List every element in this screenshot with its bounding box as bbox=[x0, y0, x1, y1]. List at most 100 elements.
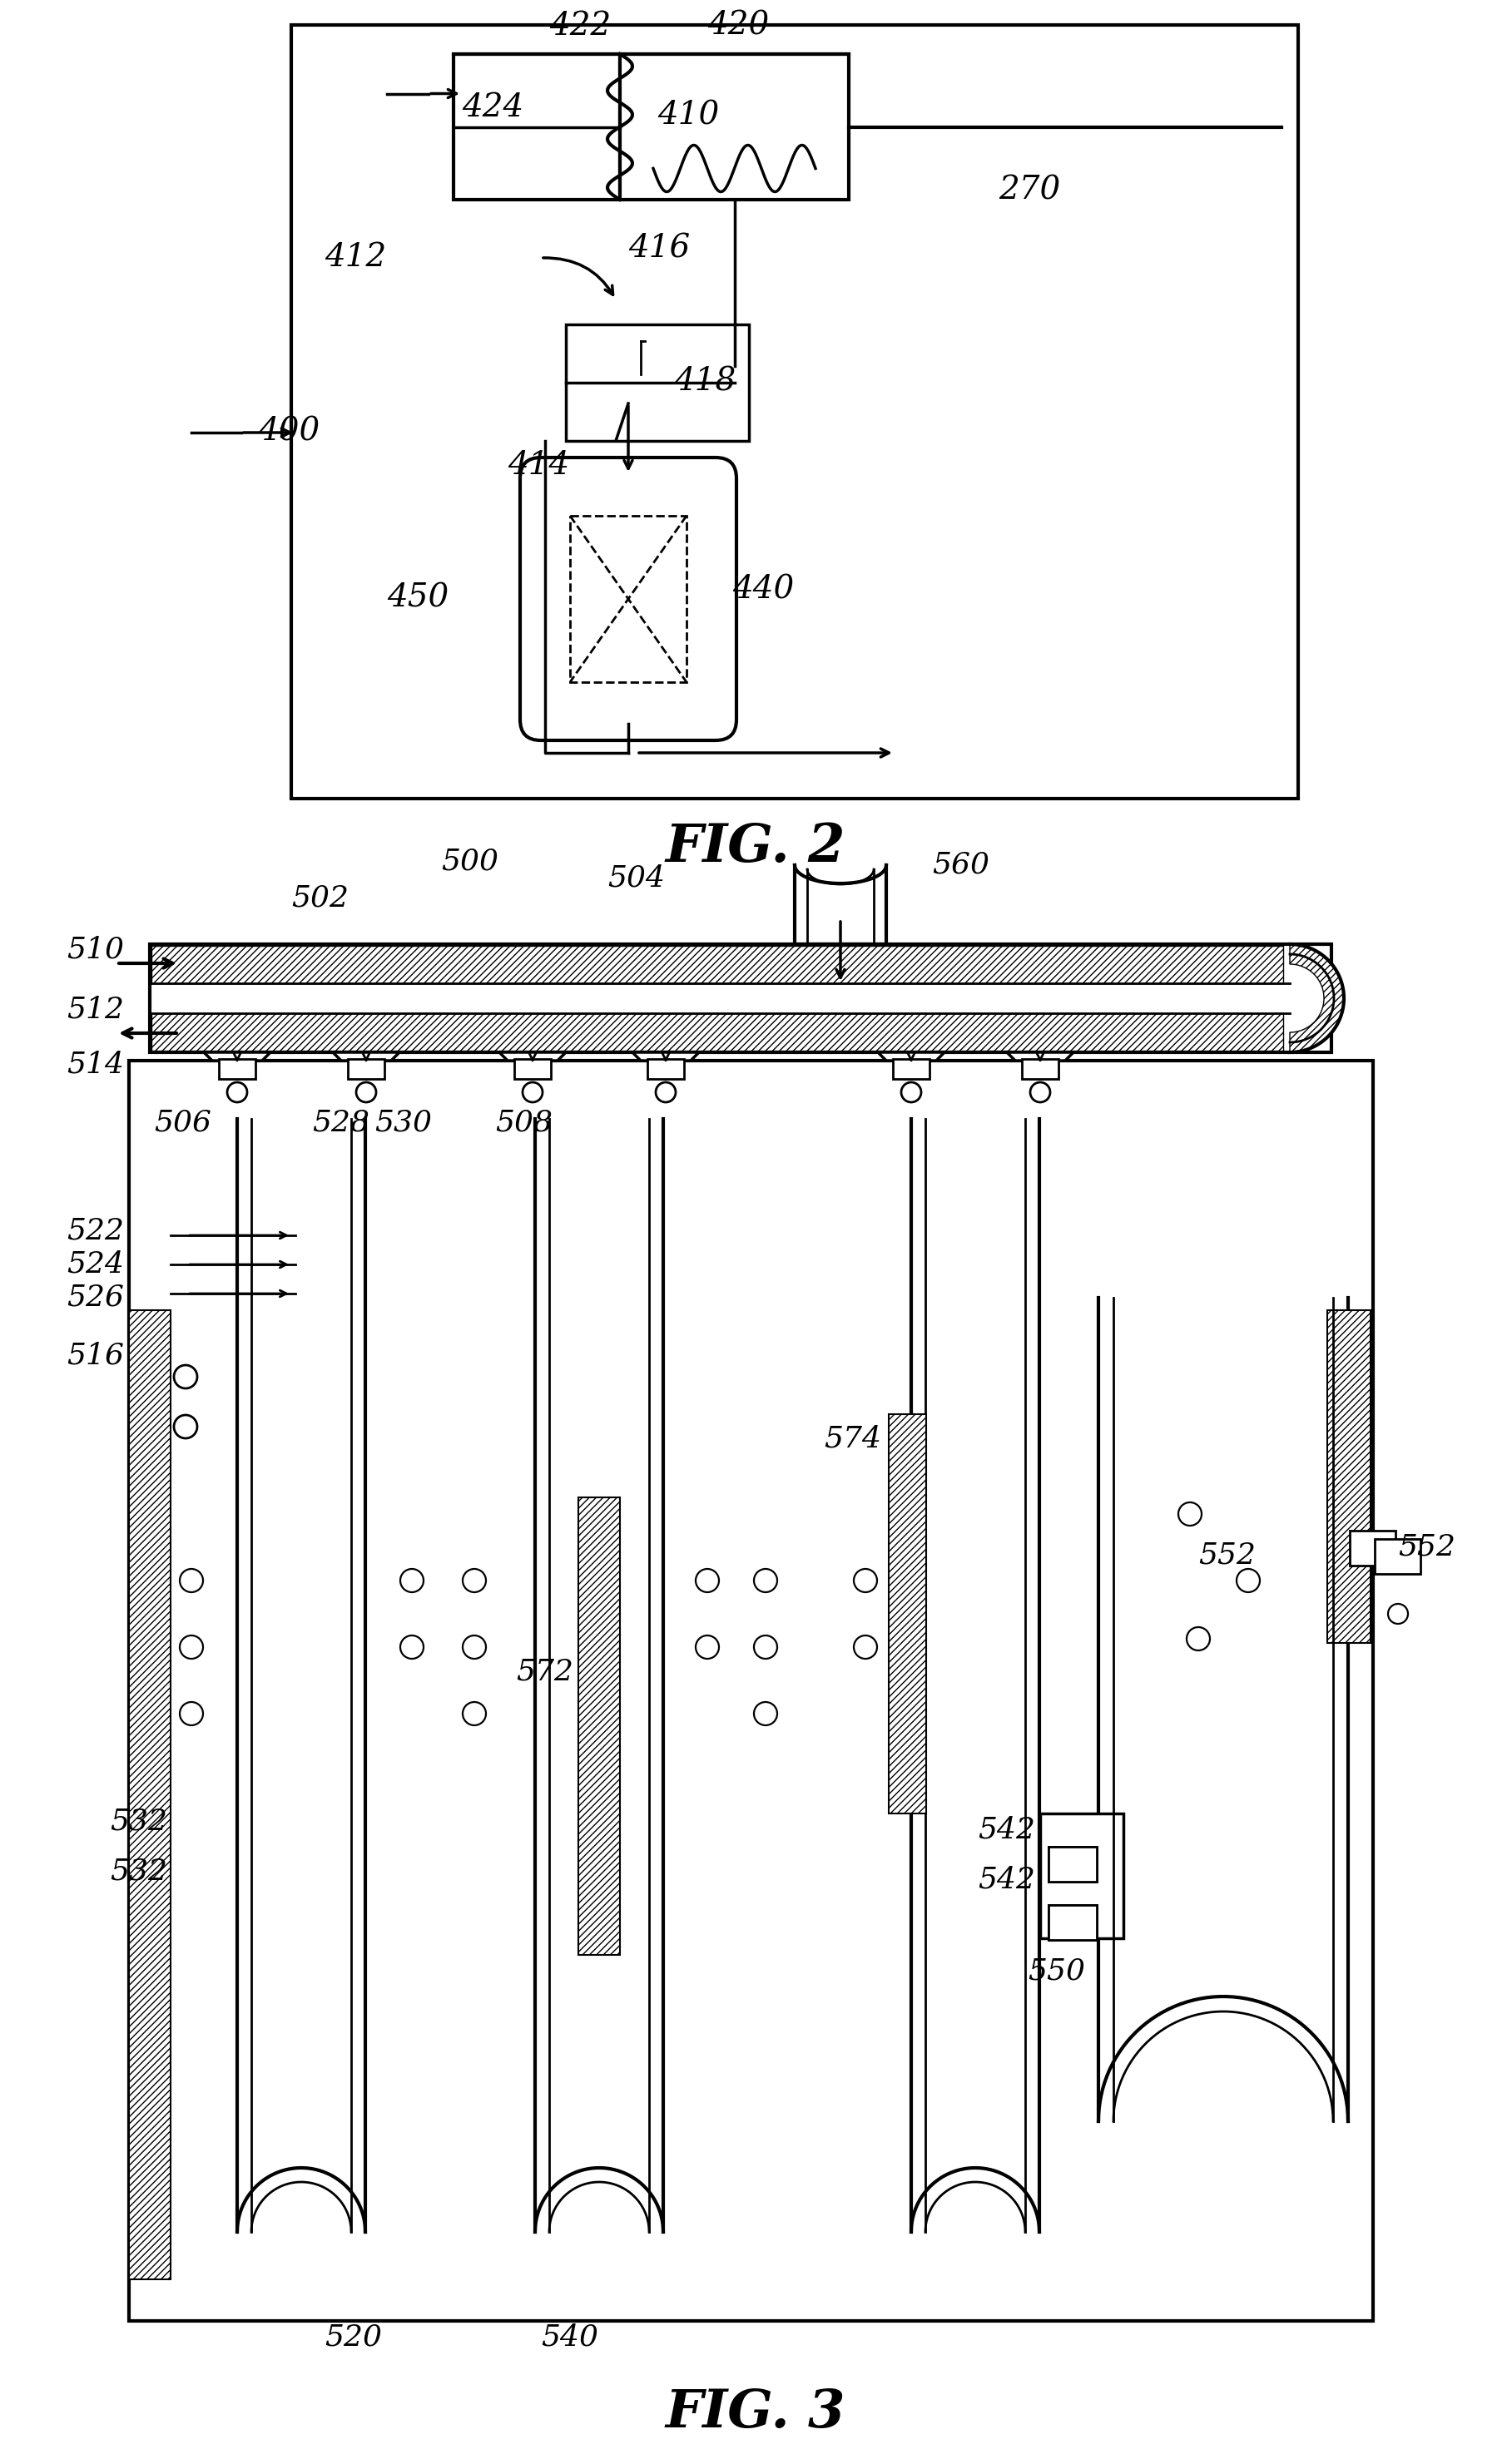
Text: 414: 414 bbox=[508, 451, 570, 480]
Polygon shape bbox=[333, 1052, 399, 1060]
Text: 542: 542 bbox=[978, 1816, 1036, 1843]
Text: 550: 550 bbox=[1028, 1956, 1086, 1986]
Text: 572: 572 bbox=[516, 1658, 573, 1685]
Circle shape bbox=[754, 1570, 777, 1592]
Text: 552: 552 bbox=[1399, 1533, 1456, 1562]
Text: 542: 542 bbox=[978, 1865, 1036, 1895]
Text: 418: 418 bbox=[674, 367, 736, 397]
Bar bbox=[578, 1498, 620, 1954]
Circle shape bbox=[523, 1082, 543, 1101]
Bar bbox=[1048, 1905, 1096, 1939]
Circle shape bbox=[180, 1570, 203, 1592]
Circle shape bbox=[1178, 1503, 1202, 1525]
Text: 526: 526 bbox=[67, 1284, 124, 1311]
Text: 540: 540 bbox=[541, 2324, 599, 2351]
Text: 500: 500 bbox=[442, 848, 499, 875]
Bar bbox=[454, 54, 620, 200]
Text: 506: 506 bbox=[154, 1109, 212, 1138]
Circle shape bbox=[854, 1636, 877, 1658]
Bar bbox=[129, 1311, 171, 2279]
Circle shape bbox=[696, 1636, 720, 1658]
Bar bbox=[1374, 1540, 1420, 1574]
Bar bbox=[565, 325, 748, 441]
Text: 424: 424 bbox=[461, 91, 523, 123]
Text: 412: 412 bbox=[325, 241, 387, 274]
Text: 420: 420 bbox=[708, 10, 770, 42]
Bar bbox=[219, 1060, 256, 1079]
Text: 270: 270 bbox=[998, 175, 1060, 207]
Circle shape bbox=[180, 1636, 203, 1658]
Text: 530: 530 bbox=[375, 1109, 432, 1138]
Text: 502: 502 bbox=[292, 885, 349, 912]
Circle shape bbox=[401, 1570, 423, 1592]
Text: 508: 508 bbox=[494, 1109, 552, 1138]
Text: 552: 552 bbox=[1199, 1542, 1255, 1570]
Polygon shape bbox=[204, 1052, 271, 1060]
Text: 560: 560 bbox=[931, 850, 989, 880]
Circle shape bbox=[1388, 1545, 1408, 1565]
Circle shape bbox=[656, 1082, 676, 1101]
Polygon shape bbox=[878, 1052, 945, 1060]
Text: FIG. 2: FIG. 2 bbox=[665, 823, 845, 872]
Bar bbox=[1022, 1060, 1058, 1079]
Bar bbox=[292, 25, 1299, 798]
Bar bbox=[348, 1060, 384, 1079]
Wedge shape bbox=[1290, 944, 1344, 1052]
Text: 528: 528 bbox=[311, 1109, 369, 1138]
Circle shape bbox=[174, 1414, 197, 1439]
Circle shape bbox=[463, 1636, 485, 1658]
Bar bbox=[889, 1414, 927, 1814]
Circle shape bbox=[754, 1636, 777, 1658]
Text: 520: 520 bbox=[325, 2324, 383, 2351]
Text: 514: 514 bbox=[67, 1050, 124, 1079]
Bar bbox=[151, 1013, 1284, 1050]
Text: 422: 422 bbox=[549, 10, 611, 42]
Bar bbox=[1048, 1905, 1096, 1939]
Circle shape bbox=[227, 1082, 246, 1101]
Text: 574: 574 bbox=[824, 1424, 881, 1454]
Polygon shape bbox=[499, 1052, 565, 1060]
Text: 532: 532 bbox=[110, 1858, 168, 1885]
Circle shape bbox=[174, 1365, 197, 1387]
FancyBboxPatch shape bbox=[520, 458, 736, 739]
Bar bbox=[1350, 1530, 1396, 1565]
Circle shape bbox=[1237, 1570, 1259, 1592]
Text: 450: 450 bbox=[387, 584, 449, 614]
Polygon shape bbox=[632, 1052, 699, 1060]
Bar bbox=[894, 1060, 930, 1079]
Text: 516: 516 bbox=[67, 1343, 124, 1370]
Text: 410: 410 bbox=[658, 101, 720, 131]
Polygon shape bbox=[1007, 1052, 1074, 1060]
Text: 522: 522 bbox=[67, 1217, 124, 1244]
Circle shape bbox=[854, 1570, 877, 1592]
Bar bbox=[1328, 1311, 1370, 1643]
Text: 524: 524 bbox=[67, 1249, 124, 1279]
Text: 532: 532 bbox=[110, 1809, 168, 1836]
Bar bbox=[150, 944, 1332, 1052]
Bar bbox=[620, 54, 848, 200]
Bar bbox=[1040, 1814, 1123, 1939]
Text: FIG. 3: FIG. 3 bbox=[665, 2388, 845, 2439]
Circle shape bbox=[754, 1703, 777, 1725]
Circle shape bbox=[463, 1570, 485, 1592]
Circle shape bbox=[357, 1082, 376, 1101]
Circle shape bbox=[901, 1082, 921, 1101]
Text: 510: 510 bbox=[67, 936, 124, 963]
Text: 512: 512 bbox=[67, 995, 124, 1023]
Text: 416: 416 bbox=[629, 234, 689, 264]
Text: 440: 440 bbox=[732, 574, 794, 606]
Bar bbox=[514, 1060, 550, 1079]
Circle shape bbox=[180, 1703, 203, 1725]
Bar bbox=[129, 1060, 1373, 2321]
Bar bbox=[647, 1060, 683, 1079]
Circle shape bbox=[1187, 1626, 1210, 1651]
Circle shape bbox=[463, 1703, 485, 1725]
Text: 504: 504 bbox=[608, 862, 665, 892]
Bar bbox=[151, 946, 1284, 983]
Circle shape bbox=[1030, 1082, 1051, 1101]
Text: 400: 400 bbox=[259, 416, 319, 448]
Bar bbox=[570, 515, 686, 683]
Circle shape bbox=[1388, 1604, 1408, 1624]
Bar bbox=[1048, 1846, 1096, 1882]
Circle shape bbox=[696, 1570, 720, 1592]
